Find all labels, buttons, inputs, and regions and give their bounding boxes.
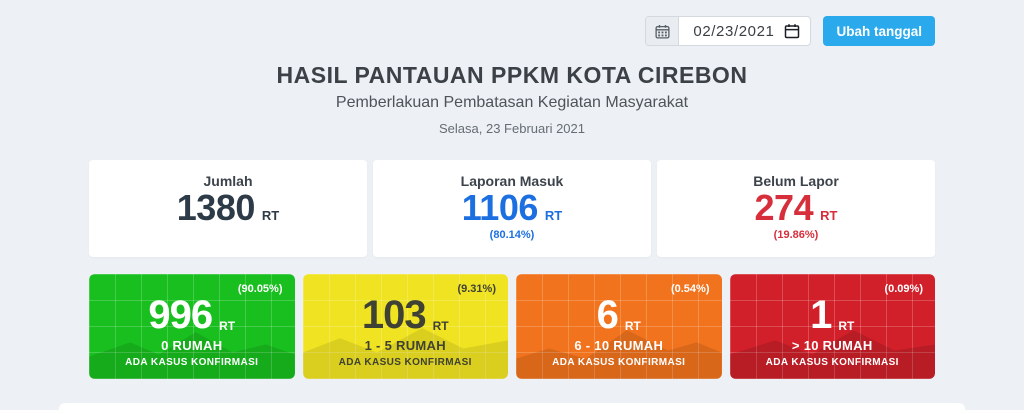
summary-row: Jumlah 1380 RT Laporan Masuk 1106 RT (80… xyxy=(89,160,935,257)
category-range: > 10 RUMAH xyxy=(791,338,873,353)
topbar: 02/23/2021 Ubah tanggal xyxy=(89,0,935,46)
category-card-6-10-rumah: (0.54%) 6 RT 6 - 10 RUMAH ADA KASUS KONF… xyxy=(516,274,722,379)
page-subtitle: Pemberlakuan Pembatasan Kegiatan Masyara… xyxy=(335,94,689,111)
category-caption: ADA KASUS KONFIRMASI xyxy=(338,357,472,368)
category-unit: RT xyxy=(432,319,449,333)
date-input[interactable]: 02/23/2021 xyxy=(693,22,775,40)
category-card-gt-10-rumah: (0.09%) 1 RT > 10 RUMAH ADA KASUS KONFIR… xyxy=(729,274,935,379)
mountain-decoration xyxy=(302,328,508,379)
change-date-button[interactable]: Ubah tanggal xyxy=(823,16,935,46)
category-caption: ADA KASUS KONFIRMASI xyxy=(552,357,686,368)
category-percent: (9.31%) xyxy=(457,283,496,295)
category-card-0-rumah: (90.05%) 996 RT 0 RUMAH ADA KASUS KONFIR… xyxy=(89,274,295,379)
summary-value: 1380 xyxy=(176,187,256,228)
category-value: 996 xyxy=(148,293,213,337)
category-unit: RT xyxy=(838,319,855,333)
category-value: 6 xyxy=(596,293,619,337)
category-unit: RT xyxy=(219,319,236,333)
summary-card-belum-lapor: Belum Lapor 274 RT (19.86%) xyxy=(657,160,935,257)
summary-label: Belum Lapor xyxy=(753,173,839,189)
category-value: 103 xyxy=(361,293,427,337)
category-percent: (0.54%) xyxy=(670,283,710,295)
summary-unit: RT xyxy=(261,208,280,223)
summary-card-laporan-masuk: Laporan Masuk 1106 RT (80.14%) xyxy=(373,160,651,257)
summary-percent: (80.14%) xyxy=(489,229,535,241)
summary-percent: (19.86%) xyxy=(773,229,819,241)
summary-card-jumlah: Jumlah 1380 RT xyxy=(89,160,367,257)
summary-unit: RT xyxy=(544,208,563,223)
summary-unit: RT xyxy=(820,208,838,223)
category-percent: (90.05%) xyxy=(237,283,283,295)
mountain-decoration xyxy=(729,330,935,379)
date-picker-icon[interactable] xyxy=(782,17,810,45)
category-card-1-5-rumah: (9.31%) 103 RT 1 - 5 RUMAH ADA KASUS KON… xyxy=(302,274,508,379)
category-unit: RT xyxy=(624,319,641,333)
mountain-decoration xyxy=(89,332,295,379)
category-caption: ADA KASUS KONFIRMASI xyxy=(765,357,899,368)
category-row: (90.05%) 996 RT 0 RUMAH ADA KASUS KONFIR… xyxy=(89,274,935,379)
category-percent: (0.09%) xyxy=(884,283,923,295)
category-caption: ADA KASUS KONFIRMASI xyxy=(125,357,259,368)
category-range: 1 - 5 RUMAH xyxy=(364,338,446,353)
summary-label: Laporan Masuk xyxy=(460,173,564,189)
bottom-panel xyxy=(59,403,965,410)
header: HASIL PANTAUAN PPKM KOTA CIREBON Pemberl… xyxy=(89,62,935,136)
date-input-group[interactable]: 02/23/2021 xyxy=(645,16,812,46)
category-range: 6 - 10 RUMAH xyxy=(574,338,664,353)
current-date-label: Selasa, 23 Februari 2021 xyxy=(439,121,585,136)
calendar-addon-icon xyxy=(646,17,680,45)
category-range: 0 RUMAH xyxy=(161,338,223,353)
page-title: HASIL PANTAUAN PPKM KOTA CIREBON xyxy=(276,62,748,88)
summary-label: Jumlah xyxy=(203,173,253,189)
summary-value: 1106 xyxy=(461,187,539,228)
mountain-decoration xyxy=(516,330,722,379)
category-value: 1 xyxy=(810,293,832,337)
summary-value: 274 xyxy=(754,187,814,228)
